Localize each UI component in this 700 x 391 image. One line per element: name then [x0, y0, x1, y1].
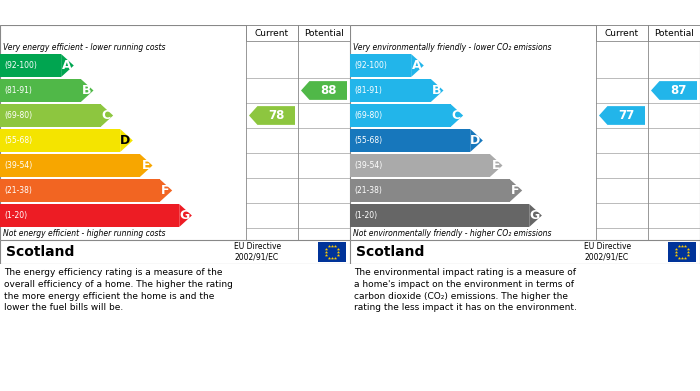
Polygon shape	[529, 204, 542, 227]
Text: (92-100): (92-100)	[354, 61, 387, 70]
Bar	[298, 25, 350, 41]
Text: (55-68): (55-68)	[354, 136, 382, 145]
Polygon shape	[80, 79, 94, 102]
Polygon shape	[249, 106, 295, 125]
Text: Very environmentally friendly - lower CO₂ emissions: Very environmentally friendly - lower CO…	[353, 43, 552, 52]
Polygon shape	[160, 179, 172, 202]
Text: Not energy efficient - higher running costs: Not energy efficient - higher running co…	[3, 229, 165, 238]
Text: Not environmentally friendly - higher CO₂ emissions: Not environmentally friendly - higher CO…	[353, 229, 552, 238]
Bar	[350, 154, 490, 177]
Bar	[350, 179, 510, 202]
Bar	[350, 204, 529, 227]
Polygon shape	[510, 179, 522, 202]
Text: Current: Current	[255, 29, 289, 38]
Text: (69-80): (69-80)	[354, 111, 382, 120]
Bar	[0, 79, 80, 102]
Text: C: C	[102, 109, 111, 122]
Polygon shape	[301, 81, 347, 100]
Bar	[350, 104, 451, 127]
Text: A: A	[62, 59, 71, 72]
Bar	[246, 25, 298, 41]
Text: (21-38): (21-38)	[4, 186, 32, 195]
Bar	[0, 204, 179, 227]
Bar	[318, 242, 346, 262]
Text: B: B	[81, 84, 91, 97]
Text: Energy Efficiency Rating: Energy Efficiency Rating	[6, 6, 168, 19]
Bar	[0, 129, 120, 152]
Text: 87: 87	[670, 84, 687, 97]
Text: (92-100): (92-100)	[4, 61, 37, 70]
Polygon shape	[599, 106, 645, 125]
Bar	[668, 242, 696, 262]
Polygon shape	[61, 54, 74, 77]
Text: B: B	[431, 84, 441, 97]
Polygon shape	[411, 54, 424, 77]
Text: Potential: Potential	[304, 29, 344, 38]
Text: EU Directive
2002/91/EC: EU Directive 2002/91/EC	[584, 242, 631, 262]
Polygon shape	[101, 104, 113, 127]
Text: Current: Current	[605, 29, 639, 38]
Text: A: A	[412, 59, 421, 72]
Bar	[596, 25, 648, 41]
Text: E: E	[491, 159, 500, 172]
Text: (39-54): (39-54)	[4, 161, 32, 170]
Text: 77: 77	[618, 109, 634, 122]
Bar	[0, 104, 101, 127]
Bar	[350, 79, 430, 102]
Text: Scotland: Scotland	[6, 245, 74, 259]
Text: D: D	[120, 134, 130, 147]
Text: 88: 88	[320, 84, 337, 97]
Text: E: E	[141, 159, 150, 172]
Bar	[350, 54, 411, 77]
Bar	[0, 54, 61, 77]
Text: Scotland: Scotland	[356, 245, 424, 259]
Bar	[350, 129, 470, 152]
Text: (69-80): (69-80)	[4, 111, 32, 120]
Text: G: G	[179, 209, 189, 222]
Polygon shape	[451, 104, 463, 127]
Text: G: G	[529, 209, 540, 222]
Text: (21-38): (21-38)	[354, 186, 382, 195]
Text: (39-54): (39-54)	[354, 161, 382, 170]
Text: Potential: Potential	[654, 29, 694, 38]
Bar	[0, 154, 140, 177]
Polygon shape	[179, 204, 192, 227]
Text: (81-91): (81-91)	[354, 86, 382, 95]
Text: (55-68): (55-68)	[4, 136, 32, 145]
Polygon shape	[140, 154, 153, 177]
Text: Very energy efficient - lower running costs: Very energy efficient - lower running co…	[3, 43, 165, 52]
Polygon shape	[430, 79, 444, 102]
Text: D: D	[470, 134, 480, 147]
Bar	[648, 25, 700, 41]
Text: The environmental impact rating is a measure of
a home's impact on the environme: The environmental impact rating is a mea…	[354, 268, 577, 312]
Text: F: F	[161, 184, 169, 197]
Text: C: C	[452, 109, 461, 122]
Bar	[0, 179, 160, 202]
Text: The energy efficiency rating is a measure of the
overall efficiency of a home. T: The energy efficiency rating is a measur…	[4, 268, 233, 312]
Text: Environmental Impact (CO₂) Rating: Environmental Impact (CO₂) Rating	[355, 6, 587, 19]
Text: (81-91): (81-91)	[4, 86, 32, 95]
Text: EU Directive
2002/91/EC: EU Directive 2002/91/EC	[234, 242, 281, 262]
Text: F: F	[511, 184, 519, 197]
Text: (1-20): (1-20)	[4, 211, 27, 220]
Polygon shape	[470, 129, 483, 152]
Polygon shape	[490, 154, 503, 177]
Text: 78: 78	[268, 109, 284, 122]
Polygon shape	[651, 81, 697, 100]
Polygon shape	[120, 129, 133, 152]
Text: (1-20): (1-20)	[354, 211, 377, 220]
